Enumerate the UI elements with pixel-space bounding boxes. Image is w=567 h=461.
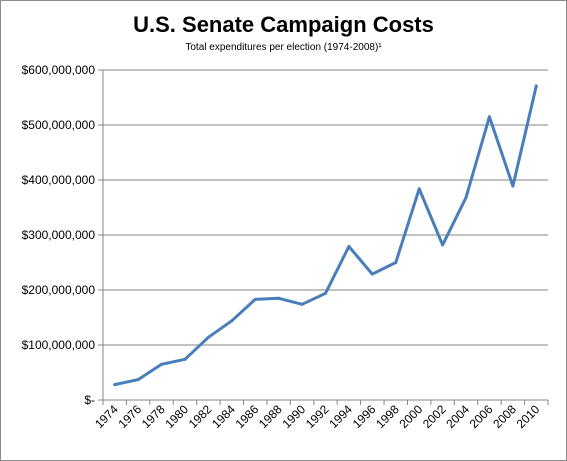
chart-subtitle: Total expenditures per election (1974-20… [185,42,382,53]
data-point [136,378,140,382]
x-tick-label: 1978 [139,402,168,431]
y-tick-labels: $- $100,000,000 $200,000,000 $300,000,000 $4… [22,63,96,407]
x-tick-label: 2000 [397,402,426,431]
data-point [464,196,468,200]
x-tick-label: 1984 [209,402,238,431]
x-tick-label: 1994 [326,402,355,431]
data-point [206,335,210,339]
x-tick-label: 1996 [350,402,379,431]
data-point [441,243,445,247]
y-tick-label: $- [84,393,95,407]
data-point [183,357,187,361]
x-tick-label: 2010 [514,402,543,431]
y-tick-label: $500,000,000 [22,118,96,132]
x-tick-label: 2004 [443,402,472,431]
data-point [370,272,374,276]
data-point [300,302,304,306]
y-tick-label: $100,000,000 [22,338,96,352]
data-point [253,297,257,301]
gridlines [103,69,548,346]
x-tick-label: 1998 [373,402,402,431]
data-point [534,84,538,88]
chart-title: U.S. Senate Campaign Costs [133,12,434,37]
x-tick-label: 2008 [490,402,519,431]
data-point [230,319,234,323]
x-tick-label: 2006 [467,402,496,431]
x-tick-label: 1980 [162,402,191,431]
data-point [160,362,164,366]
data-point [511,184,515,188]
x-tick-label: 1992 [303,402,332,431]
x-tick-label: 1976 [115,402,144,431]
axes [98,69,549,405]
y-tick-label: $300,000,000 [22,228,96,242]
y-tick-label: $400,000,000 [22,173,96,187]
data-point [277,296,281,300]
y-tick-label: $200,000,000 [22,283,96,297]
series-layer [113,84,538,387]
data-point [394,261,398,264]
data-point [417,187,421,191]
x-tick-label: 2002 [420,402,449,431]
data-point [347,245,351,249]
data-point [113,383,117,387]
x-tick-label: 1986 [233,402,262,431]
data-point [487,115,491,119]
x-tick-label: 1982 [186,402,215,431]
x-tick-labels: 1974197619781980198219841986198819901992… [92,402,543,431]
x-tick-label: 1988 [256,402,285,431]
y-tick-label: $600,000,000 [22,63,96,77]
data-point [324,291,327,295]
x-tick-label: 1974 [92,402,121,431]
x-tick-label: 1990 [279,402,308,431]
